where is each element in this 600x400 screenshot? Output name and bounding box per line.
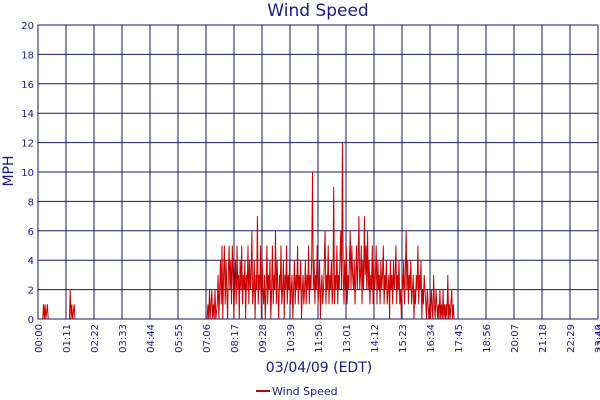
x-tick-label: 07:06 — [202, 324, 213, 353]
x-tick-label: 22:29 — [566, 324, 577, 353]
y-tick-label: 8 — [28, 197, 34, 208]
y-tick-labels: 0 2 4 6 8 10 12 14 16 18 20 — [21, 21, 34, 326]
x-tick-labels: 00:00 01:11 02:22 03:33 04:44 05:55 07:06 08:17… — [34, 324, 600, 353]
legend: Wind Speed — [256, 385, 338, 398]
plot-frame — [37, 24, 599, 320]
x-tick-label: 11:50 — [314, 324, 325, 353]
x-tick-label: 15:23 — [398, 324, 409, 353]
y-tick-label: 2 — [28, 286, 34, 297]
y-tick-label: 6 — [28, 227, 34, 238]
x-tick-label: 21:18 — [538, 324, 549, 353]
x-tick-label: 17:45 — [454, 324, 465, 353]
y-axis-label: MPH — [1, 155, 17, 186]
y-tick-label: 12 — [21, 139, 34, 150]
x-tick-label: 00:00 — [34, 324, 45, 353]
y-tick-label: 18 — [21, 50, 34, 61]
x-tick-label: 18:56 — [482, 324, 493, 353]
x-axis-label: 03/04/09 (EDT) — [266, 360, 372, 376]
x-tick-label: 23:44 — [596, 324, 600, 353]
x-tick-label: 20:07 — [510, 324, 521, 353]
y-tick-label: 14 — [21, 109, 34, 120]
y-tick-label: 20 — [21, 21, 34, 32]
x-tick-label: 01:11 — [62, 324, 73, 353]
chart-title: Wind Speed — [267, 1, 368, 21]
x-tick-label: 02:22 — [90, 324, 101, 353]
x-tick-label: 23:40 — [594, 324, 600, 353]
y-tick-label: 4 — [28, 256, 34, 267]
x-tick-label: 04:44 — [146, 324, 157, 353]
y-tick-label: 10 — [21, 168, 34, 179]
y-tick-label: 16 — [21, 80, 34, 91]
x-tick-label: 03:33 — [118, 324, 129, 353]
x-tick-label: 13:01 — [342, 324, 353, 353]
x-tick-label: 10:39 — [286, 324, 297, 353]
legend-label: Wind Speed — [272, 385, 338, 398]
x-tick-label: 16:34 — [426, 324, 437, 353]
y-tick-label: 0 — [28, 315, 34, 326]
series-layer — [38, 142, 598, 320]
x-tick-label: 09:28 — [258, 324, 269, 353]
x-tick-label: 08:17 — [230, 324, 241, 353]
x-tick-label: 05:55 — [174, 324, 185, 353]
series-line-wind-speed — [38, 142, 598, 320]
x-tick-label: 14:12 — [370, 324, 381, 353]
